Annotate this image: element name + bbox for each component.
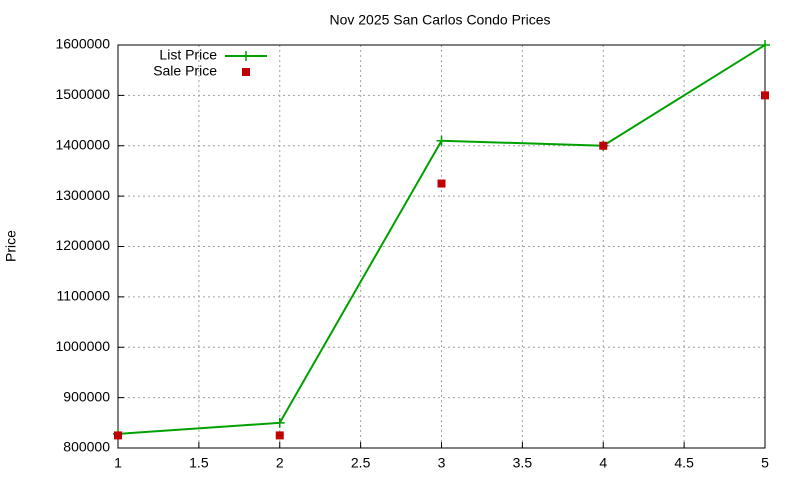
point (437, 179, 446, 188)
point (275, 431, 284, 440)
plot-border (117, 44, 766, 449)
point (761, 91, 769, 100)
y-tick-label: 800000 (63, 439, 110, 455)
x-tick-label: 2.5 (351, 455, 371, 471)
legend-marker (242, 68, 250, 76)
x-tick-label: 4 (599, 455, 607, 471)
y-tick-label: 1600000 (55, 36, 110, 52)
y-tick-label: 1400000 (55, 136, 110, 152)
point (114, 431, 122, 440)
point (760, 40, 770, 50)
legend-label: List Price (159, 47, 217, 63)
y-tick-label: 1000000 (55, 338, 110, 354)
x-tick-label: 1.5 (189, 455, 209, 471)
y-tick-label: 900000 (63, 388, 110, 404)
x-tick-label: 4.5 (674, 455, 694, 471)
y-tick-label: 1500000 (55, 86, 110, 102)
y-axis-label: Price (3, 230, 19, 262)
y-tick-label: 1200000 (55, 237, 110, 253)
x-tick-label: 5 (761, 455, 769, 471)
legend-label: Sale Price (153, 63, 217, 79)
point (436, 135, 447, 146)
point (599, 141, 608, 150)
x-tick-label: 2 (276, 455, 284, 471)
x-tick-label: 1 (114, 455, 122, 471)
chart-title: Nov 2025 San Carlos Condo Prices (329, 12, 550, 28)
y-tick-label: 1100000 (57, 288, 111, 304)
y-tick-label: 1300000 (55, 187, 110, 203)
legend-marker (241, 51, 251, 61)
x-tick-label: 3.5 (513, 455, 533, 471)
point (274, 417, 285, 428)
x-tick-label: 3 (438, 455, 446, 471)
